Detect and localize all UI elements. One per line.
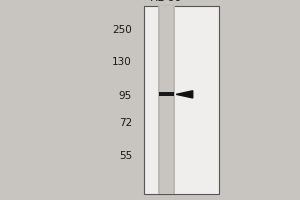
Bar [160,92,173,96]
Text: 72: 72 [119,118,132,128]
Bar [158,6,160,194]
Text: 130: 130 [112,57,132,67]
Text: HL-60: HL-60 [150,0,183,3]
Bar [173,6,175,194]
Bar [144,6,219,194]
Bar [158,6,175,194]
Text: 250: 250 [112,25,132,35]
Text: 95: 95 [119,91,132,101]
Text: 55: 55 [119,151,132,161]
Polygon shape [176,91,193,98]
